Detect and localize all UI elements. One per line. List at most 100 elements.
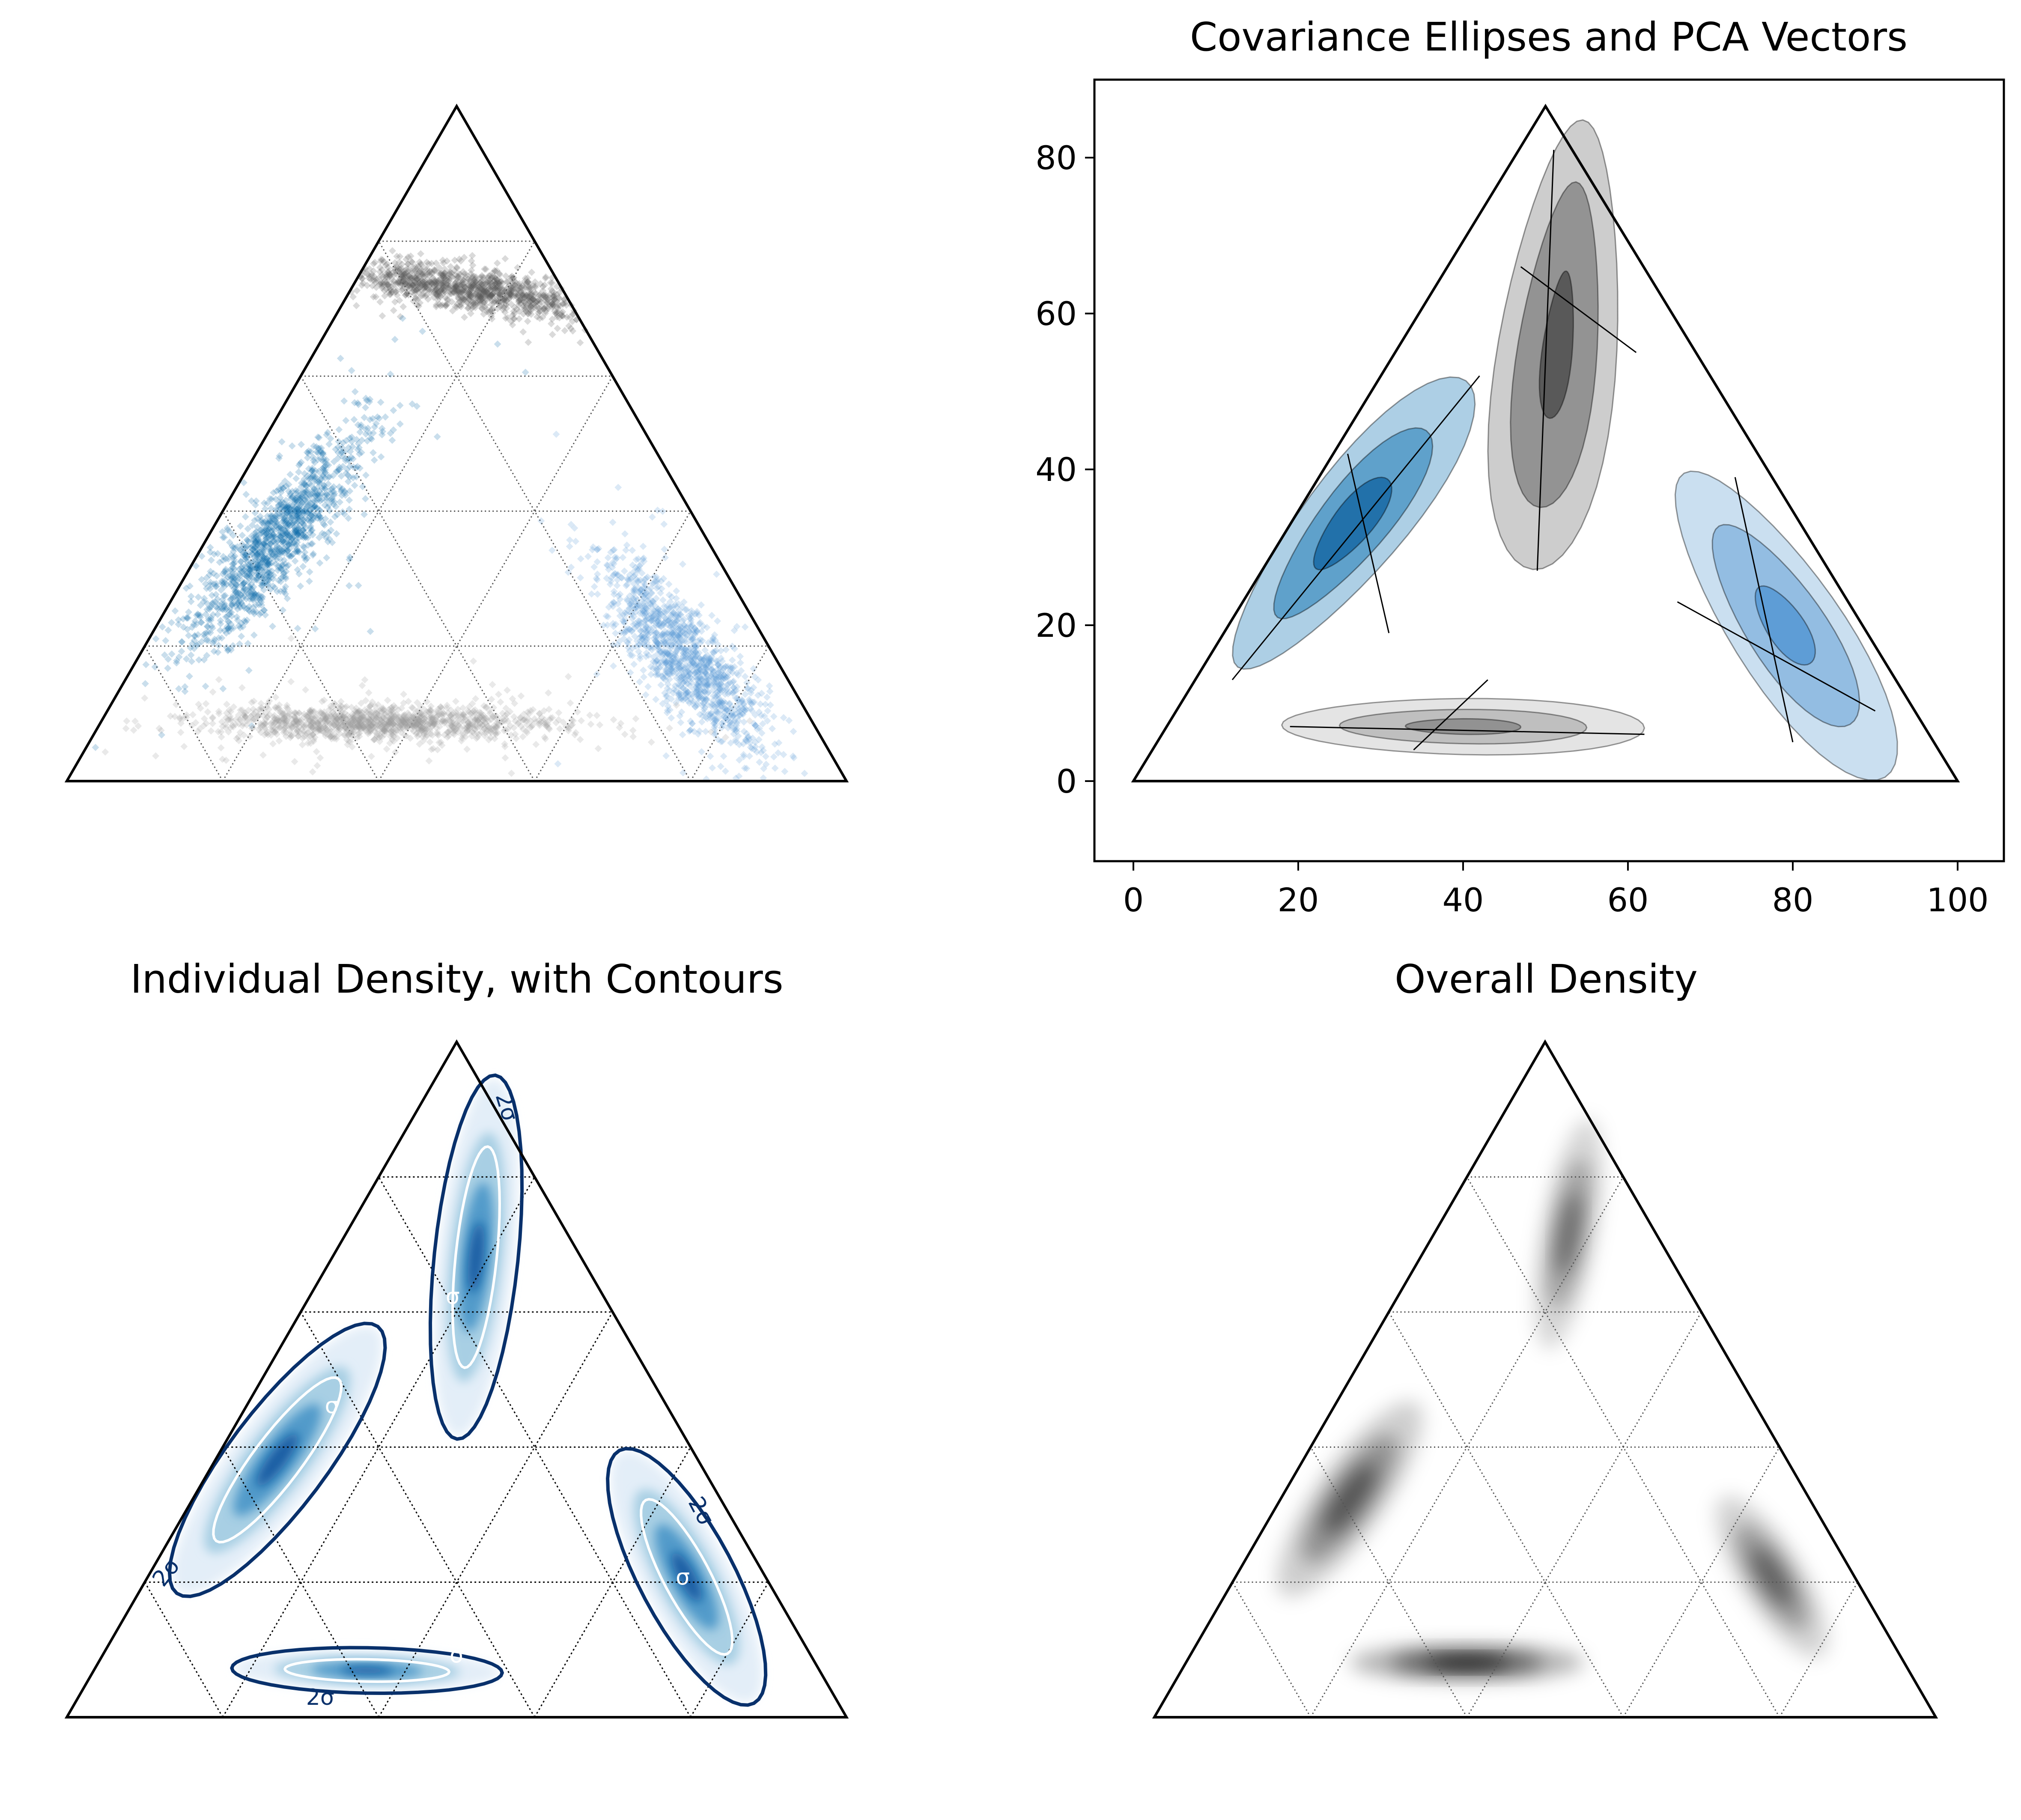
scatter-point: [520, 298, 528, 305]
scatter-point: [629, 733, 637, 740]
scatter-point: [495, 280, 503, 288]
scatter-point: [141, 694, 149, 702]
scatter-point: [424, 295, 432, 303]
scatter-point: [496, 291, 504, 298]
scatter-point: [555, 294, 563, 301]
scatter-point: [387, 370, 394, 378]
scatter-point: [489, 309, 497, 317]
scatter-point: [288, 442, 296, 450]
scatter-point: [543, 300, 551, 308]
scatter-point: [491, 280, 499, 287]
scatter-point: [511, 281, 519, 289]
scatter-point: [513, 305, 521, 313]
scatter-point: [377, 453, 385, 461]
scatter-point: [370, 456, 378, 464]
scatter-point: [507, 770, 515, 777]
scatter-panel: [64, 104, 849, 783]
scatter-point: [588, 590, 596, 598]
scatter-point: [238, 633, 245, 640]
scatter-point: [566, 543, 573, 550]
scatter-point: [364, 270, 371, 278]
scatter-point: [370, 260, 377, 268]
scatter-point: [709, 764, 716, 772]
scatter-point: [500, 297, 508, 304]
scatter-point: [533, 313, 541, 321]
scatter-point: [452, 279, 459, 287]
scatter-point: [408, 274, 416, 282]
scatter-point: [524, 310, 532, 317]
scatter-point: [518, 291, 526, 298]
scatter-point: [299, 563, 307, 570]
scatter-point: [378, 271, 385, 279]
scatter-point: [442, 275, 450, 283]
scatter-point: [379, 284, 386, 292]
scatter-point: [368, 272, 376, 280]
scatter-point: [311, 625, 319, 633]
scatter-point: [457, 285, 465, 292]
scatter-point: [370, 293, 377, 301]
scatter-point: [495, 278, 503, 286]
scatter-point: [531, 293, 538, 301]
scatter-point: [382, 285, 390, 293]
scatter-point: [417, 286, 425, 294]
scatter-point: [508, 280, 516, 287]
scatter-point: [544, 296, 552, 304]
scatter-point: [460, 276, 468, 284]
scatter-point: [478, 273, 486, 281]
scatter-point: [507, 290, 515, 298]
scatter-point: [619, 554, 627, 561]
scatter-point: [482, 266, 490, 273]
scatter-point: [373, 283, 380, 291]
scatter-point: [462, 283, 469, 291]
scatter-point: [396, 274, 404, 282]
scatter-point: [406, 275, 414, 283]
scatter-point: [505, 286, 513, 294]
scatter-point: [511, 278, 519, 286]
scatter-point: [391, 749, 399, 756]
scatter-point: [325, 440, 333, 448]
scatter-point: [478, 295, 486, 302]
scatter-point: [412, 280, 420, 287]
scatter-point: [491, 286, 499, 294]
scatter-point: [425, 286, 433, 293]
scatter-point: [447, 282, 455, 290]
scatter-point: [335, 426, 343, 433]
scatter-point: [426, 272, 433, 279]
density-regions: [1232, 119, 1898, 781]
scatter-point: [250, 631, 258, 639]
scatter-point: [488, 291, 495, 298]
scatter-point: [447, 269, 454, 276]
scatter-point: [435, 279, 443, 287]
scatter-point: [528, 297, 535, 304]
scatter-point: [462, 283, 469, 291]
scatter-point: [404, 260, 412, 268]
scatter-point: [537, 295, 545, 303]
scatter-point: [468, 252, 476, 260]
scatter-point: [470, 657, 477, 665]
scatter-point: [468, 257, 475, 265]
scatter-point: [399, 280, 406, 288]
scatter-point: [489, 681, 496, 689]
scatter-point: [365, 689, 373, 697]
scatter-point: [453, 264, 461, 272]
scatter-point: [432, 290, 440, 298]
scatter-point: [204, 708, 212, 716]
scatter-point: [419, 280, 426, 288]
scatter-point: [439, 277, 447, 284]
scatter-point: [364, 271, 372, 279]
scatter-point: [511, 304, 519, 311]
scatter-point: [756, 758, 763, 766]
scatter-point: [202, 700, 210, 707]
scatter-point: [471, 304, 479, 311]
scatter-point: [417, 283, 425, 290]
scatter-point: [541, 310, 549, 317]
scatter-point: [405, 280, 412, 288]
y-tick-label: 40: [1035, 451, 1077, 489]
scatter-point: [411, 281, 419, 289]
scatter-point: [541, 281, 548, 289]
scatter-point: [180, 743, 188, 750]
scatter-point: [432, 286, 440, 293]
scatter-point: [444, 281, 452, 289]
scatter-point: [569, 318, 576, 325]
scatter-point: [429, 274, 437, 282]
